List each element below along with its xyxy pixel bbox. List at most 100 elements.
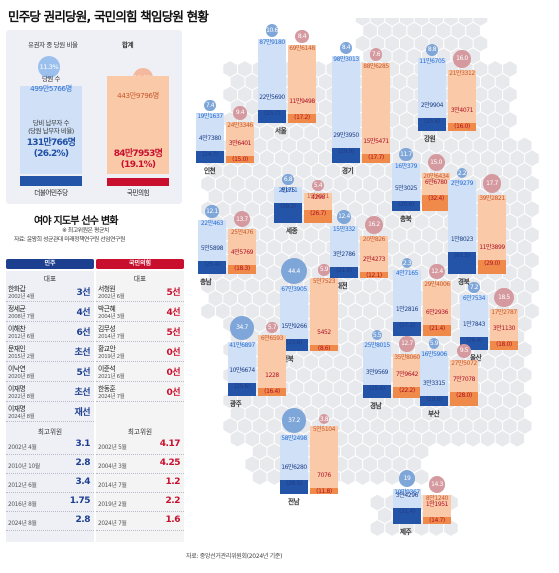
map-hex-tile (436, 226, 451, 243)
map-hex-tile (400, 112, 414, 128)
ppp-paid-bar (362, 154, 390, 163)
supreme-date: 2016년 8월 (8, 502, 37, 508)
map-hex-tile (341, 316, 355, 332)
map-hex-tile (422, 430, 436, 447)
ppp-leaders-table: 대표 서청원 2002년 6월 5선 박근혜 2004년 3월 4선 김무성 2014년 7월 5… (96, 271, 184, 542)
map-hex-tile (473, 61, 488, 77)
leader-date: 2012년 6월 (8, 334, 35, 340)
ppp-paid-ratio-label: (18.0) (496, 341, 512, 348)
map-hex-tile (260, 226, 274, 243)
map-hex-tile (341, 290, 355, 307)
map-hex-tile (260, 252, 274, 269)
leader-terms: 재선 (74, 408, 90, 418)
map-hex-tile (355, 290, 370, 307)
map-hex-tile (252, 316, 267, 332)
map-hex-tile (510, 379, 525, 396)
dem-ceo-row: 한화갑 2002년 4월 3선 (6, 283, 94, 302)
map-hex-tile (238, 418, 252, 434)
map-hex-tile (525, 201, 539, 218)
map-hex-tile (230, 303, 245, 320)
map-hex-tile (466, 150, 480, 167)
map-hex-tile (201, 303, 215, 320)
map-hex-tile (495, 124, 510, 141)
leader-date: 2002년 4월 (8, 294, 35, 300)
dem-members-bar (258, 38, 286, 123)
map-hex-tile (252, 265, 267, 281)
map-hex-tile (525, 303, 539, 320)
map-hex-tile (370, 188, 385, 205)
supreme-date: 2002년 5월 (98, 445, 127, 451)
dem-members-label: 87만9180 (259, 38, 285, 46)
map-hex-tile (414, 418, 429, 434)
map-hex-tile (525, 226, 539, 243)
dem-supreme-row: 2010년 10월 2.8 (6, 456, 94, 474)
dem-paid-bar (274, 203, 302, 223)
map-hex-tile (245, 303, 260, 320)
dem-paid-ratio-label: (27.2) (399, 322, 415, 330)
map-hex-tile (407, 405, 421, 422)
dem-members-label: 25만8015 (364, 342, 390, 350)
ppp-paid-ratio-label: (21.4) (429, 325, 445, 333)
supreme-date: 2014년 7월 (98, 483, 127, 489)
dem-paid-label: 1만7843 (462, 320, 486, 328)
map-hex-tile (282, 239, 296, 256)
map-hex-tile (495, 379, 510, 396)
dem-ratio-bubble: 10.6 (265, 24, 279, 37)
map-hex-tile (230, 277, 245, 294)
map-hex-tile (274, 226, 289, 243)
dem-paid-label: 22만5690 (259, 94, 285, 102)
ppp-members-label: 20만6434 (423, 173, 449, 180)
map-hex-tile (495, 73, 510, 90)
map-hex-tile (238, 86, 252, 103)
map-hex-tile (296, 367, 311, 383)
dem-ratio-bubble: 11.7 (399, 148, 413, 162)
map-hex-tile (252, 188, 267, 205)
map-hex-tile (377, 22, 392, 39)
ppp-ratio-bubble: 15.0 (427, 154, 445, 171)
map-hex-tile (355, 469, 370, 485)
map-hex-tile (495, 430, 510, 447)
ppp-paid-bar (360, 271, 388, 278)
ppp-paid-bar (304, 209, 332, 223)
map-hex-tile (400, 61, 414, 77)
leader-name: 황교안 (98, 345, 116, 353)
map-hex-tile (392, 22, 407, 39)
map-hex-tile (230, 175, 245, 192)
map-hex-tile (517, 367, 532, 383)
map-hex-tile (510, 277, 525, 294)
map-hex-tile (304, 124, 318, 141)
dem-paid-ratio-label: (28.5) (286, 479, 302, 487)
dem-paid-ratio-label: (25.6) (369, 385, 385, 393)
map-hex-tile (355, 18, 370, 26)
dem-paid: 131만766명 (26, 138, 76, 148)
map-hex-tile (363, 303, 377, 320)
supreme-date: 2012년 6월 (8, 483, 37, 489)
map-hex-tile (267, 163, 282, 179)
map-hex-tile (466, 430, 480, 447)
ppp-members-bar (310, 277, 338, 351)
dem-ceo-row: 문재인 2015년 2월 초선 (6, 343, 94, 362)
dem-paid-bar (363, 385, 391, 398)
map-hex-tile (252, 239, 267, 256)
ppp-paid-bar (422, 194, 450, 211)
leader-date: 2008년 7월 (8, 314, 35, 320)
dem-paid-bar (393, 508, 421, 524)
map-hex-tile (525, 252, 539, 269)
map-hex-tile (422, 22, 436, 39)
ppp-members-label: 29만4006 (424, 281, 450, 289)
leader-date: 2015년 2월 (8, 354, 35, 360)
map-hex-tile (510, 405, 525, 422)
map-hex-tile (260, 430, 274, 447)
map-hex-tile (436, 430, 451, 447)
leader-date: 2024년 7월 (98, 394, 125, 400)
region-name: 충남 (200, 278, 212, 286)
leader-date: 2004년 3월 (98, 314, 125, 320)
leader-date: 2024년 8월 (8, 414, 35, 420)
dem-paid-bar (280, 479, 308, 494)
dem-members-label: 4만7165 (395, 270, 419, 277)
map-hex-tile (429, 418, 444, 434)
map-hex-tile (481, 405, 495, 422)
map-hex-tile (392, 405, 407, 422)
dem-members-label: 6만7534 (462, 295, 486, 303)
map-hex-tile (392, 73, 407, 90)
